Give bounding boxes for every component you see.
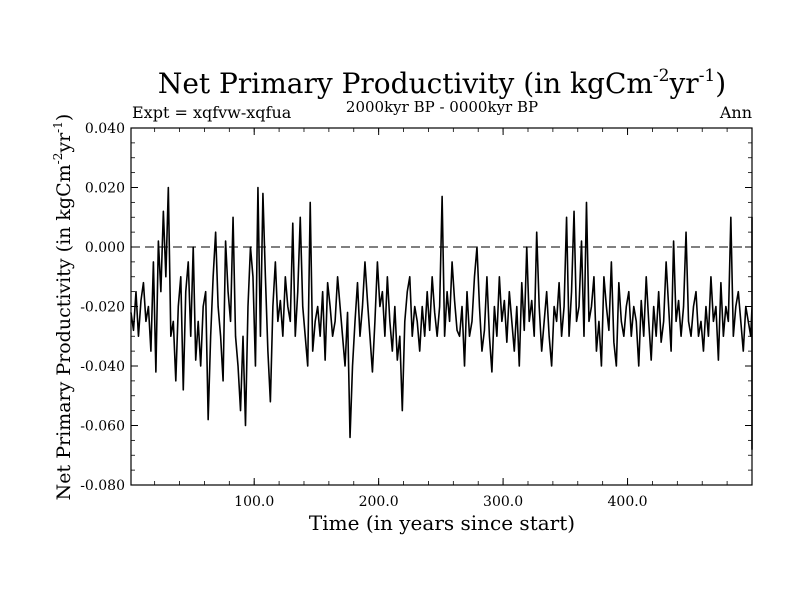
chart-subtitle: 2000kyr BP - 0000kyr BP [346,98,538,116]
season-label: Ann [719,103,752,122]
y-tick-label: 0.000 [85,240,125,256]
npp-series-line [130,186,753,451]
y-tick-label: -0.020 [80,300,125,316]
y-tick-label: 0.020 [85,181,125,197]
x-tick-label: 400.0 [608,494,648,510]
plot-frame [130,127,753,486]
y-tick-label: 0.040 [85,121,125,137]
data-layer [130,186,753,451]
x-axis-label: Time (in years since start) [309,511,575,535]
y-tick-label: -0.080 [80,478,125,494]
y-tick-label: -0.040 [80,359,125,375]
chart-title: Net Primary Productivity (in kgCm-2yr-1) [158,66,726,100]
y-axis-label: Net Primary Productivity (in kgCm-2yr-1) [51,114,75,501]
y-tick-label: -0.060 [80,419,125,435]
x-tick-label: 200.0 [359,494,399,510]
x-tick-label: 100.0 [234,494,274,510]
x-tick-label: 300.0 [483,494,523,510]
experiment-label: Expt = xqfvw-xqfua [132,103,292,122]
